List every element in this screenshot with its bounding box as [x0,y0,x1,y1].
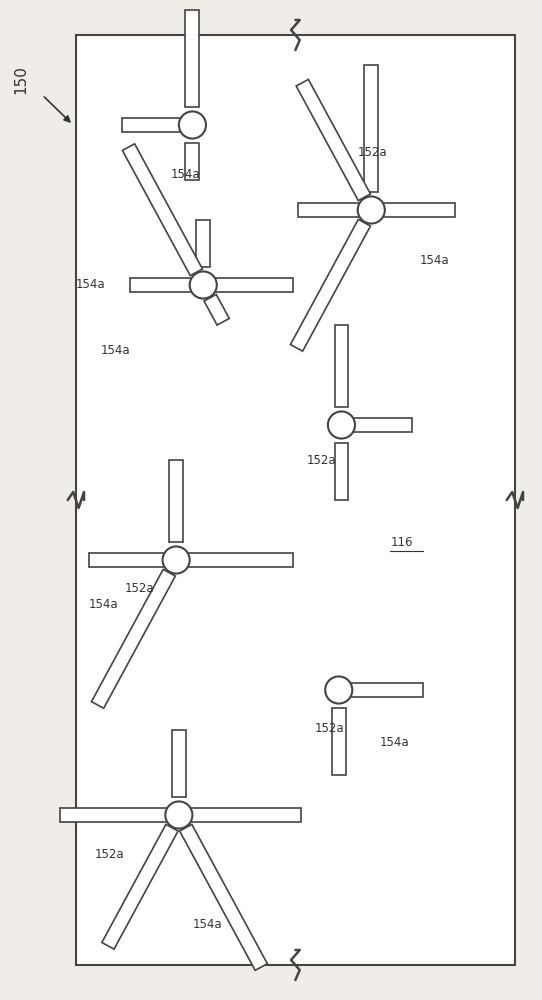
FancyBboxPatch shape [76,35,515,965]
Polygon shape [130,278,193,292]
Polygon shape [298,203,362,217]
Text: 154a: 154a [76,278,106,292]
Polygon shape [364,65,378,192]
Polygon shape [179,824,267,970]
Ellipse shape [328,411,355,439]
Polygon shape [172,730,186,797]
Text: 154a: 154a [379,736,409,748]
Text: 152a: 152a [306,454,336,466]
Polygon shape [89,553,166,567]
Polygon shape [351,418,412,432]
Polygon shape [204,294,229,325]
Polygon shape [189,808,301,822]
Polygon shape [296,79,371,201]
Polygon shape [291,219,371,351]
Text: 154a: 154a [192,918,222,932]
Polygon shape [332,708,346,775]
Polygon shape [381,203,455,217]
Text: 154a: 154a [171,167,201,180]
Polygon shape [169,460,183,542]
Polygon shape [334,325,349,407]
Text: 152a: 152a [125,582,154,594]
Text: 152a: 152a [314,722,344,734]
Polygon shape [122,144,203,276]
Polygon shape [122,118,183,132]
Polygon shape [92,569,176,708]
Polygon shape [60,808,169,822]
Text: 154a: 154a [420,253,450,266]
Text: 152a: 152a [358,145,388,158]
Text: 152a: 152a [95,848,125,861]
Text: 116: 116 [390,536,413,548]
Polygon shape [102,824,178,949]
Ellipse shape [179,111,206,139]
Text: 150: 150 [13,66,28,94]
Polygon shape [196,220,210,267]
Polygon shape [186,553,293,567]
Ellipse shape [325,676,352,704]
Text: 154a: 154a [100,344,130,357]
Polygon shape [213,278,293,292]
Ellipse shape [163,546,190,574]
Ellipse shape [165,801,192,829]
Text: 154a: 154a [88,598,118,611]
Ellipse shape [358,196,385,224]
Polygon shape [185,10,199,107]
Polygon shape [185,143,199,180]
Ellipse shape [190,271,217,299]
Polygon shape [349,683,423,697]
Polygon shape [334,443,349,500]
